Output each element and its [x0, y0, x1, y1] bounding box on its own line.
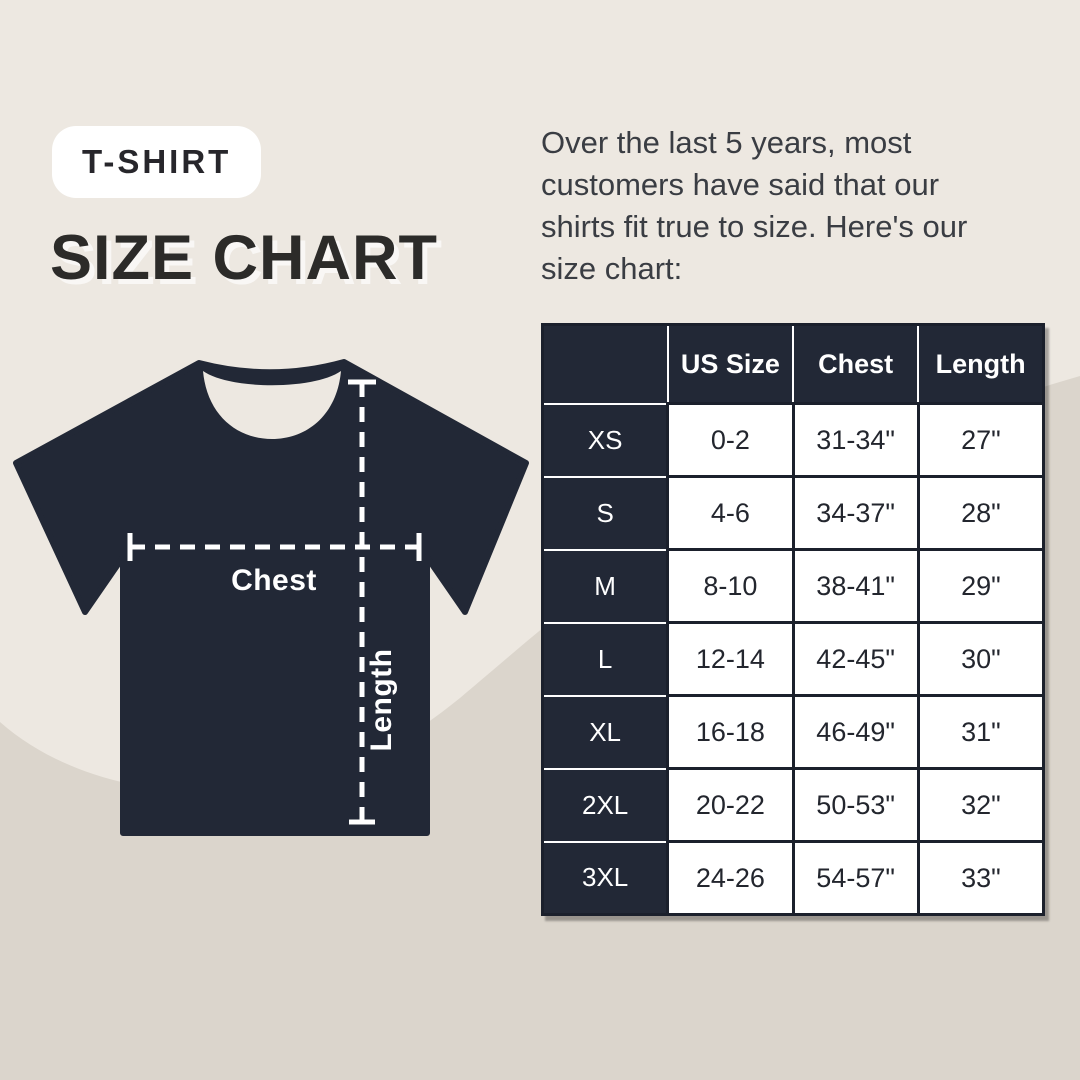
size-table: US Size Chest Length XS 0-2 31-34" 27" S 4-6 3… [541, 323, 1046, 916]
chest-value-cell: 34-37" [791, 475, 920, 551]
size-label-cell: 3XL [541, 840, 669, 916]
header-cell-length: Length [917, 323, 1045, 405]
header-cell-us-size: US Size [666, 323, 795, 405]
product-type-badge-label: T-SHIRT [82, 143, 232, 180]
chest-value-cell: 42-45" [791, 621, 920, 697]
table-row: M 8-10 38-41" 29" [541, 548, 1046, 624]
header-cell-chest: Chest [791, 323, 920, 405]
table-row: XL 16-18 46-49" 31" [541, 694, 1046, 770]
size-label-cell: M [541, 548, 669, 624]
length-value-cell: 27" [916, 402, 1046, 478]
tshirt-diagram: Chest Length [13, 359, 529, 836]
size-table-header-row: US Size Chest Length [541, 323, 1045, 405]
length-value-cell: 31" [916, 694, 1046, 770]
us-size-value-cell: 16-18 [666, 694, 795, 770]
product-type-badge: T-SHIRT [52, 126, 262, 198]
header-cell-empty [541, 323, 669, 405]
tshirt-silhouette [13, 359, 529, 836]
page-title: SIZE CHART [50, 223, 438, 293]
size-table-head: US Size Chest Length [541, 323, 1045, 405]
chest-value-cell: 38-41" [791, 548, 920, 624]
table-row: S 4-6 34-37" 28" [541, 475, 1046, 551]
us-size-value-cell: 4-6 [666, 475, 795, 551]
size-table-body: XS 0-2 31-34" 27" S 4-6 34-37" 28" M 8-10 38-41" 29… [541, 402, 1046, 916]
table-row: L 12-14 42-45" 30" [541, 621, 1046, 697]
size-label-cell: 2XL [541, 767, 669, 843]
chest-value-cell: 31-34" [791, 402, 920, 478]
collar-cutout [203, 371, 341, 439]
length-value-cell: 28" [916, 475, 1046, 551]
size-label-cell: S [541, 475, 669, 551]
table-row: 2XL 20-22 50-53" 32" [541, 767, 1046, 843]
length-value-cell: 33" [916, 840, 1046, 916]
chest-label: Chest [231, 564, 317, 597]
chest-value-cell: 50-53" [791, 767, 920, 843]
us-size-value-cell: 8-10 [666, 548, 795, 624]
intro-text: Over the last 5 years, most customers ha… [541, 125, 968, 286]
chest-value-cell: 46-49" [791, 694, 920, 770]
length-value-cell: 29" [916, 548, 1046, 624]
chest-value-cell: 54-57" [791, 840, 920, 916]
us-size-value-cell: 12-14 [666, 621, 795, 697]
size-label-cell: XS [541, 402, 669, 478]
table-row: XS 0-2 31-34" 27" [541, 402, 1046, 478]
length-label: Length [365, 649, 398, 752]
us-size-value-cell: 24-26 [666, 840, 795, 916]
length-value-cell: 30" [916, 621, 1046, 697]
size-label-cell: XL [541, 694, 669, 770]
us-size-value-cell: 0-2 [666, 402, 795, 478]
us-size-value-cell: 20-22 [666, 767, 795, 843]
table-row: 3XL 24-26 54-57" 33" [541, 840, 1046, 916]
size-label-cell: L [541, 621, 669, 697]
length-value-cell: 32" [916, 767, 1046, 843]
